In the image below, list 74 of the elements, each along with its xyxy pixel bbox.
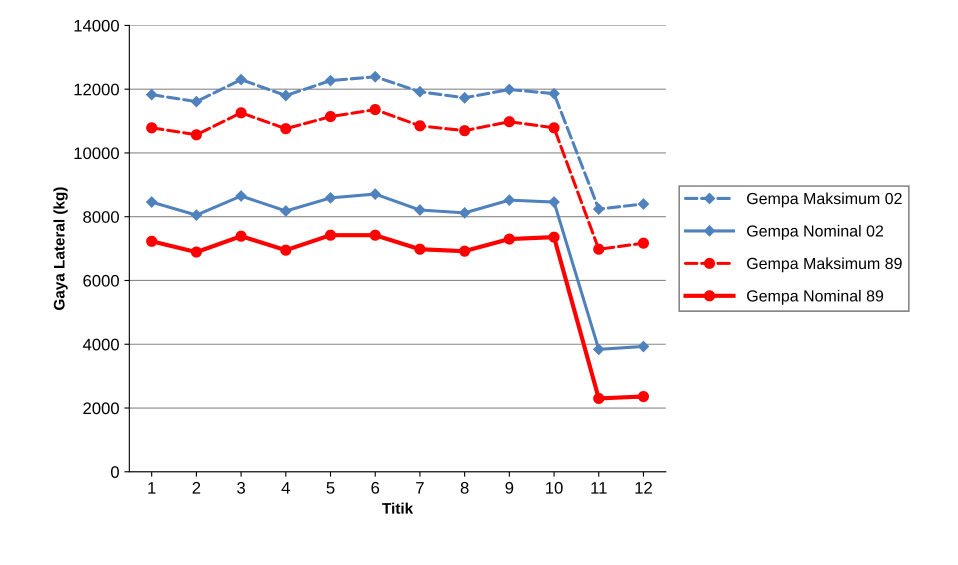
point [548, 122, 560, 134]
x-tick-label: 8 [460, 482, 469, 494]
y-tick-label: 0 [110, 466, 119, 478]
y-tick-label: 14000 [74, 20, 119, 32]
point [593, 392, 604, 404]
point [280, 90, 292, 102]
x-tick-label: 5 [326, 482, 334, 494]
point [324, 74, 336, 86]
point [504, 84, 515, 96]
y-tick-label: 6000 [83, 274, 119, 287]
point [414, 86, 426, 98]
point [324, 230, 336, 241]
point [146, 89, 158, 100]
point [414, 244, 426, 255]
point [280, 244, 292, 256]
point [146, 236, 158, 247]
y-tick-label: 2000 [83, 402, 119, 414]
point [190, 96, 202, 108]
point [236, 230, 247, 242]
point [414, 120, 426, 132]
x-tick-label: 9 [505, 482, 514, 494]
point [504, 116, 515, 128]
point [459, 246, 470, 257]
x-tick-label: 11 [591, 482, 607, 494]
point [638, 238, 650, 249]
point [236, 107, 247, 118]
point [324, 111, 336, 122]
point [235, 74, 247, 86]
point [370, 104, 381, 116]
x-tick-label: 10 [546, 482, 563, 494]
point [548, 232, 560, 243]
y-tick-label: 10000 [74, 147, 119, 160]
x-tick-label: 6 [371, 482, 380, 494]
legend-label: Gempa Nominal 89 [747, 290, 884, 305]
point [280, 205, 292, 217]
point [548, 88, 560, 100]
x-tick-label: 12 [635, 482, 652, 494]
x-tick-label: 1 [148, 482, 156, 494]
point [235, 190, 247, 202]
point [459, 92, 470, 104]
point [459, 125, 470, 136]
point [190, 210, 202, 221]
point [593, 244, 604, 255]
point [280, 123, 292, 134]
point [146, 122, 158, 134]
point [638, 390, 650, 402]
legend-label: Gempa Maksimum 89 [747, 257, 902, 272]
point [593, 344, 604, 355]
y-axis-title: Gaya Lateral (kg) [53, 187, 68, 310]
x-tick-label: 3 [237, 482, 245, 494]
point [414, 204, 426, 216]
x-tick-label: 4 [282, 482, 290, 494]
legend-label: Gempa Nominal 02 [747, 224, 884, 240]
point [638, 340, 650, 352]
point [190, 129, 202, 140]
x-tick-label: 2 [192, 482, 200, 494]
x-axis-title: Titik [382, 502, 414, 514]
point [548, 196, 560, 208]
point [504, 233, 515, 245]
point [370, 230, 381, 241]
point [370, 188, 381, 200]
y-tick-label: 8000 [83, 211, 119, 223]
y-tick-label: 4000 [82, 338, 119, 350]
point [638, 198, 650, 210]
point [190, 246, 202, 258]
point [593, 203, 604, 215]
point [504, 194, 515, 206]
point [459, 207, 470, 218]
y-tick-label: 12000 [74, 84, 119, 96]
x-tick-label: 7 [416, 482, 424, 494]
point [324, 192, 336, 204]
point [370, 71, 381, 82]
point [146, 196, 158, 208]
legend-label: Gempa Maksimum 02 [747, 192, 902, 208]
